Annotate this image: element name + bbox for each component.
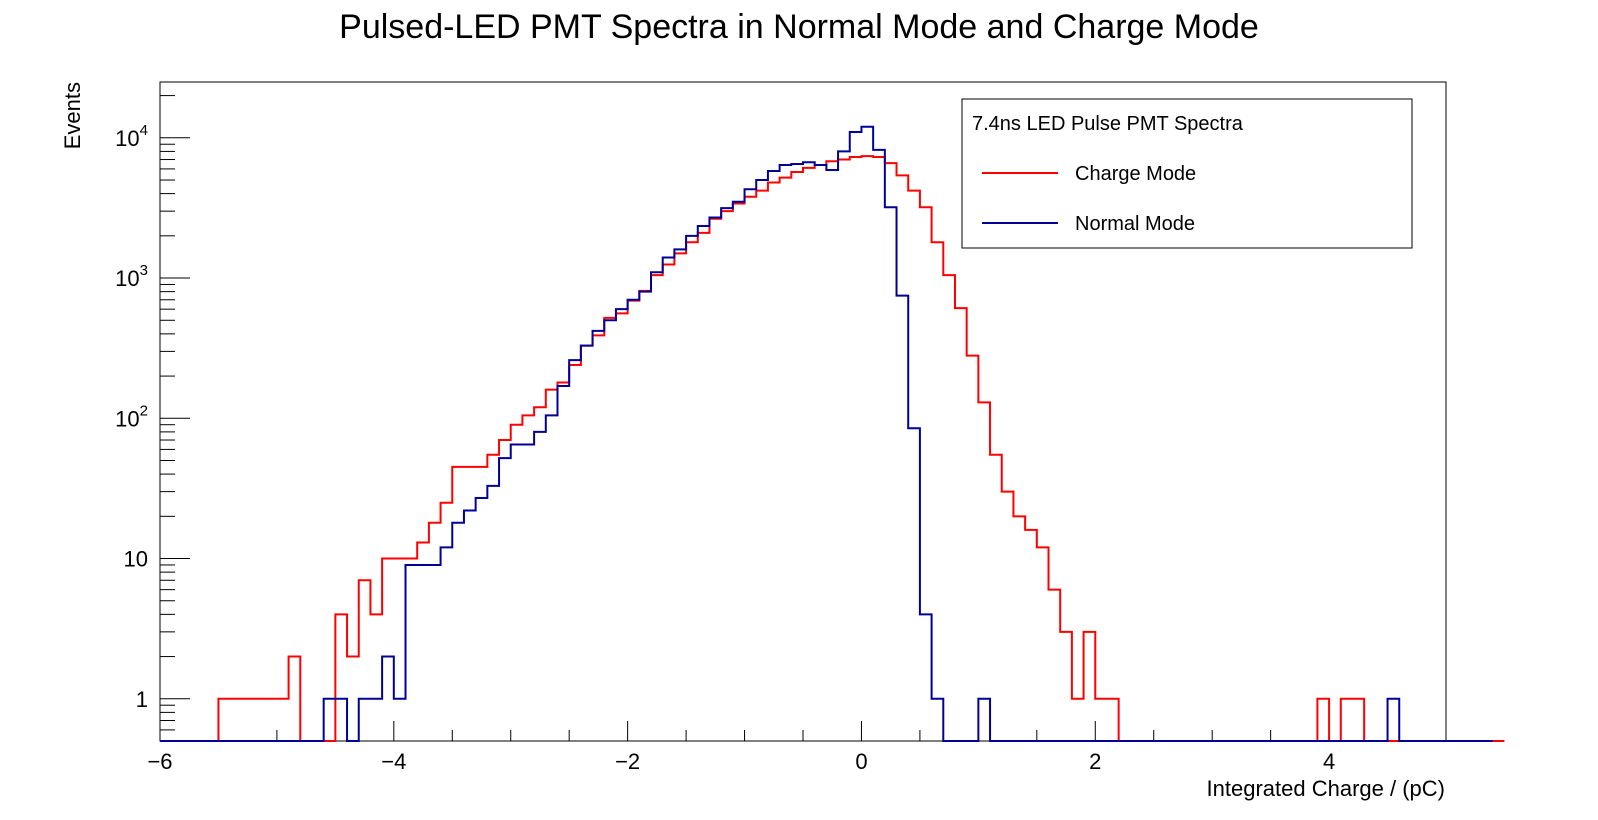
x-tick-label: 4 [1323,749,1335,774]
x-tick-label: 2 [1089,749,1101,774]
legend-title: 7.4ns LED Pulse PMT Spectra [972,113,1244,135]
x-tick-label: 0 [855,749,867,774]
y-tick-label: 10 [124,547,148,572]
x-axis: −6 −4 −2 0 2 4 [147,721,1447,774]
x-axis-label: Integrated Charge / (pC) [1207,776,1445,801]
chart-title: Pulsed-LED PMT Spectra in Normal Mode an… [339,8,1259,46]
x-tick-label: −4 [381,749,406,774]
y-tick-label: 104 [115,122,148,151]
series-group [160,125,1505,742]
x-tick-label: −2 [615,749,640,774]
legend-label-charge-mode: Charge Mode [1075,163,1196,185]
legend-label-normal-mode: Normal Mode [1075,213,1195,235]
y-tick-label: 1 [136,687,148,712]
y-axis: 1 10 102 103 104 [115,95,190,742]
legend: 7.4ns LED Pulse PMT Spectra Charge Mode … [961,98,1413,249]
y-axis-label: Events [60,82,85,149]
series-line-normal-mode [160,125,1493,742]
y-tick-label: 103 [115,262,148,291]
x-tick-label: −6 [147,749,172,774]
y-tick-label: 102 [115,402,148,431]
